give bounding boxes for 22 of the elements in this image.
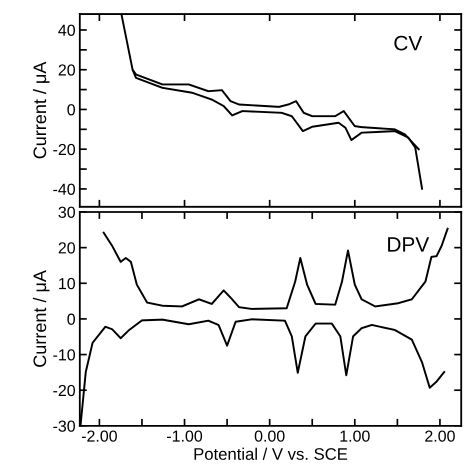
- y-axis-title: Current / μA: [32, 62, 50, 158]
- y-axis-title: Current / μA: [32, 270, 50, 367]
- x-tick-label: 0.00: [254, 430, 285, 442]
- y-tick-label: -20: [53, 144, 76, 156]
- y-tick-label: 40: [58, 24, 76, 36]
- x-tick-label: 2.00: [425, 430, 455, 442]
- y-tick-label: 0: [67, 104, 76, 116]
- y-tick-label: -30: [53, 420, 76, 432]
- x-tick-label: -2.00: [82, 430, 117, 442]
- y-tick-label: 20: [58, 242, 76, 254]
- y-tick-label: 0: [67, 314, 76, 325]
- y-tick-label: -40: [53, 184, 76, 195]
- y-tick-label: -10: [53, 349, 76, 361]
- x-tick-label: -1.00: [167, 430, 202, 442]
- x-tick-label: 1.00: [340, 430, 370, 442]
- y-tick-label: 20: [58, 64, 76, 76]
- y-tick-label: 30: [58, 206, 76, 218]
- y-tick-label: 10: [59, 278, 76, 290]
- annotation: CV: [394, 36, 422, 51]
- annotation: DPV: [388, 237, 430, 252]
- y-tick-label: -20: [53, 384, 76, 396]
- x-axis-title: Potential / V vs. SCE: [194, 448, 348, 460]
